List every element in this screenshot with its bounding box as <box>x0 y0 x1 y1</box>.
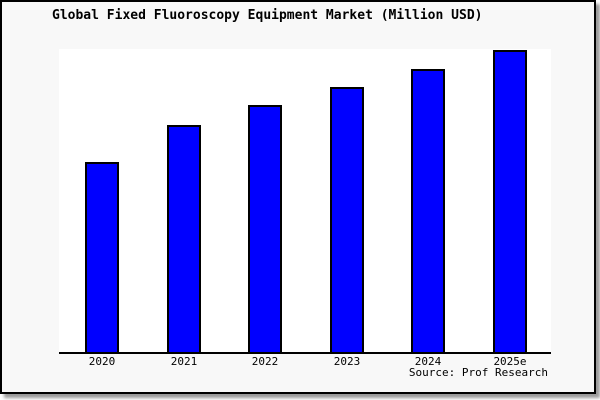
x-tick-2023: 2023 <box>333 355 361 368</box>
plot-area <box>59 49 551 354</box>
x-tick-2025e: 2025e <box>493 355 527 368</box>
chart-title: Global Fixed Fluoroscopy Equipment Marke… <box>52 8 483 23</box>
bar-2021 <box>167 125 201 352</box>
chart-figure: Global Fixed Fluoroscopy Equipment Marke… <box>0 0 596 394</box>
x-axis-tick-labels: 2020 2021 2022 2023 2024 2025e <box>59 355 551 369</box>
x-tick-2024: 2024 <box>414 355 442 368</box>
bar-2022 <box>248 105 282 352</box>
bar-2025e <box>493 50 527 352</box>
x-tick-2022: 2022 <box>251 355 279 368</box>
x-tick-2021: 2021 <box>170 355 198 368</box>
bar-2020 <box>85 162 119 352</box>
bar-2024 <box>411 69 445 352</box>
source-credit: Source: Prof Research <box>408 366 548 379</box>
bar-2023 <box>330 87 364 352</box>
x-tick-2020: 2020 <box>88 355 116 368</box>
